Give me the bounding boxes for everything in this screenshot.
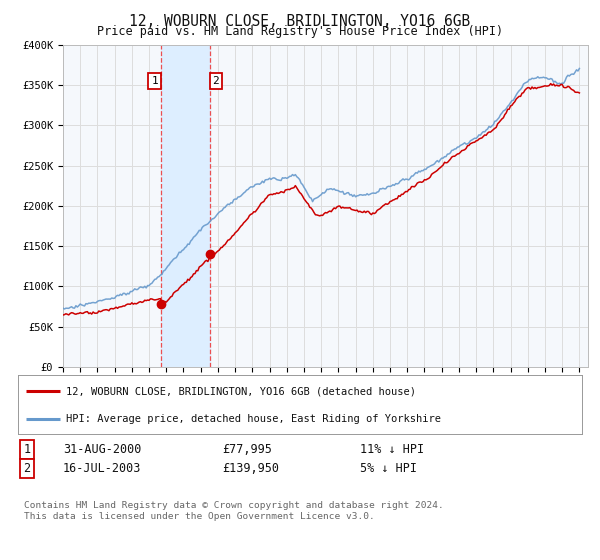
Text: 12, WOBURN CLOSE, BRIDLINGTON, YO16 6GB (detached house): 12, WOBURN CLOSE, BRIDLINGTON, YO16 6GB …	[66, 386, 416, 396]
Text: 16-JUL-2003: 16-JUL-2003	[63, 462, 142, 475]
Text: 31-AUG-2000: 31-AUG-2000	[63, 443, 142, 456]
Text: £139,950: £139,950	[222, 462, 279, 475]
Text: 2: 2	[23, 462, 31, 475]
Text: Price paid vs. HM Land Registry's House Price Index (HPI): Price paid vs. HM Land Registry's House …	[97, 25, 503, 38]
Text: 1: 1	[151, 76, 158, 86]
Text: 2: 2	[212, 76, 220, 86]
Bar	[161, 45, 210, 367]
Text: 5% ↓ HPI: 5% ↓ HPI	[360, 462, 417, 475]
Text: £77,995: £77,995	[222, 443, 272, 456]
Text: HPI: Average price, detached house, East Riding of Yorkshire: HPI: Average price, detached house, East…	[66, 414, 441, 424]
Text: Contains HM Land Registry data © Crown copyright and database right 2024.
This d: Contains HM Land Registry data © Crown c…	[24, 501, 444, 521]
Text: 11% ↓ HPI: 11% ↓ HPI	[360, 443, 424, 456]
Text: 1: 1	[23, 443, 31, 456]
Text: 12, WOBURN CLOSE, BRIDLINGTON, YO16 6GB: 12, WOBURN CLOSE, BRIDLINGTON, YO16 6GB	[130, 14, 470, 29]
